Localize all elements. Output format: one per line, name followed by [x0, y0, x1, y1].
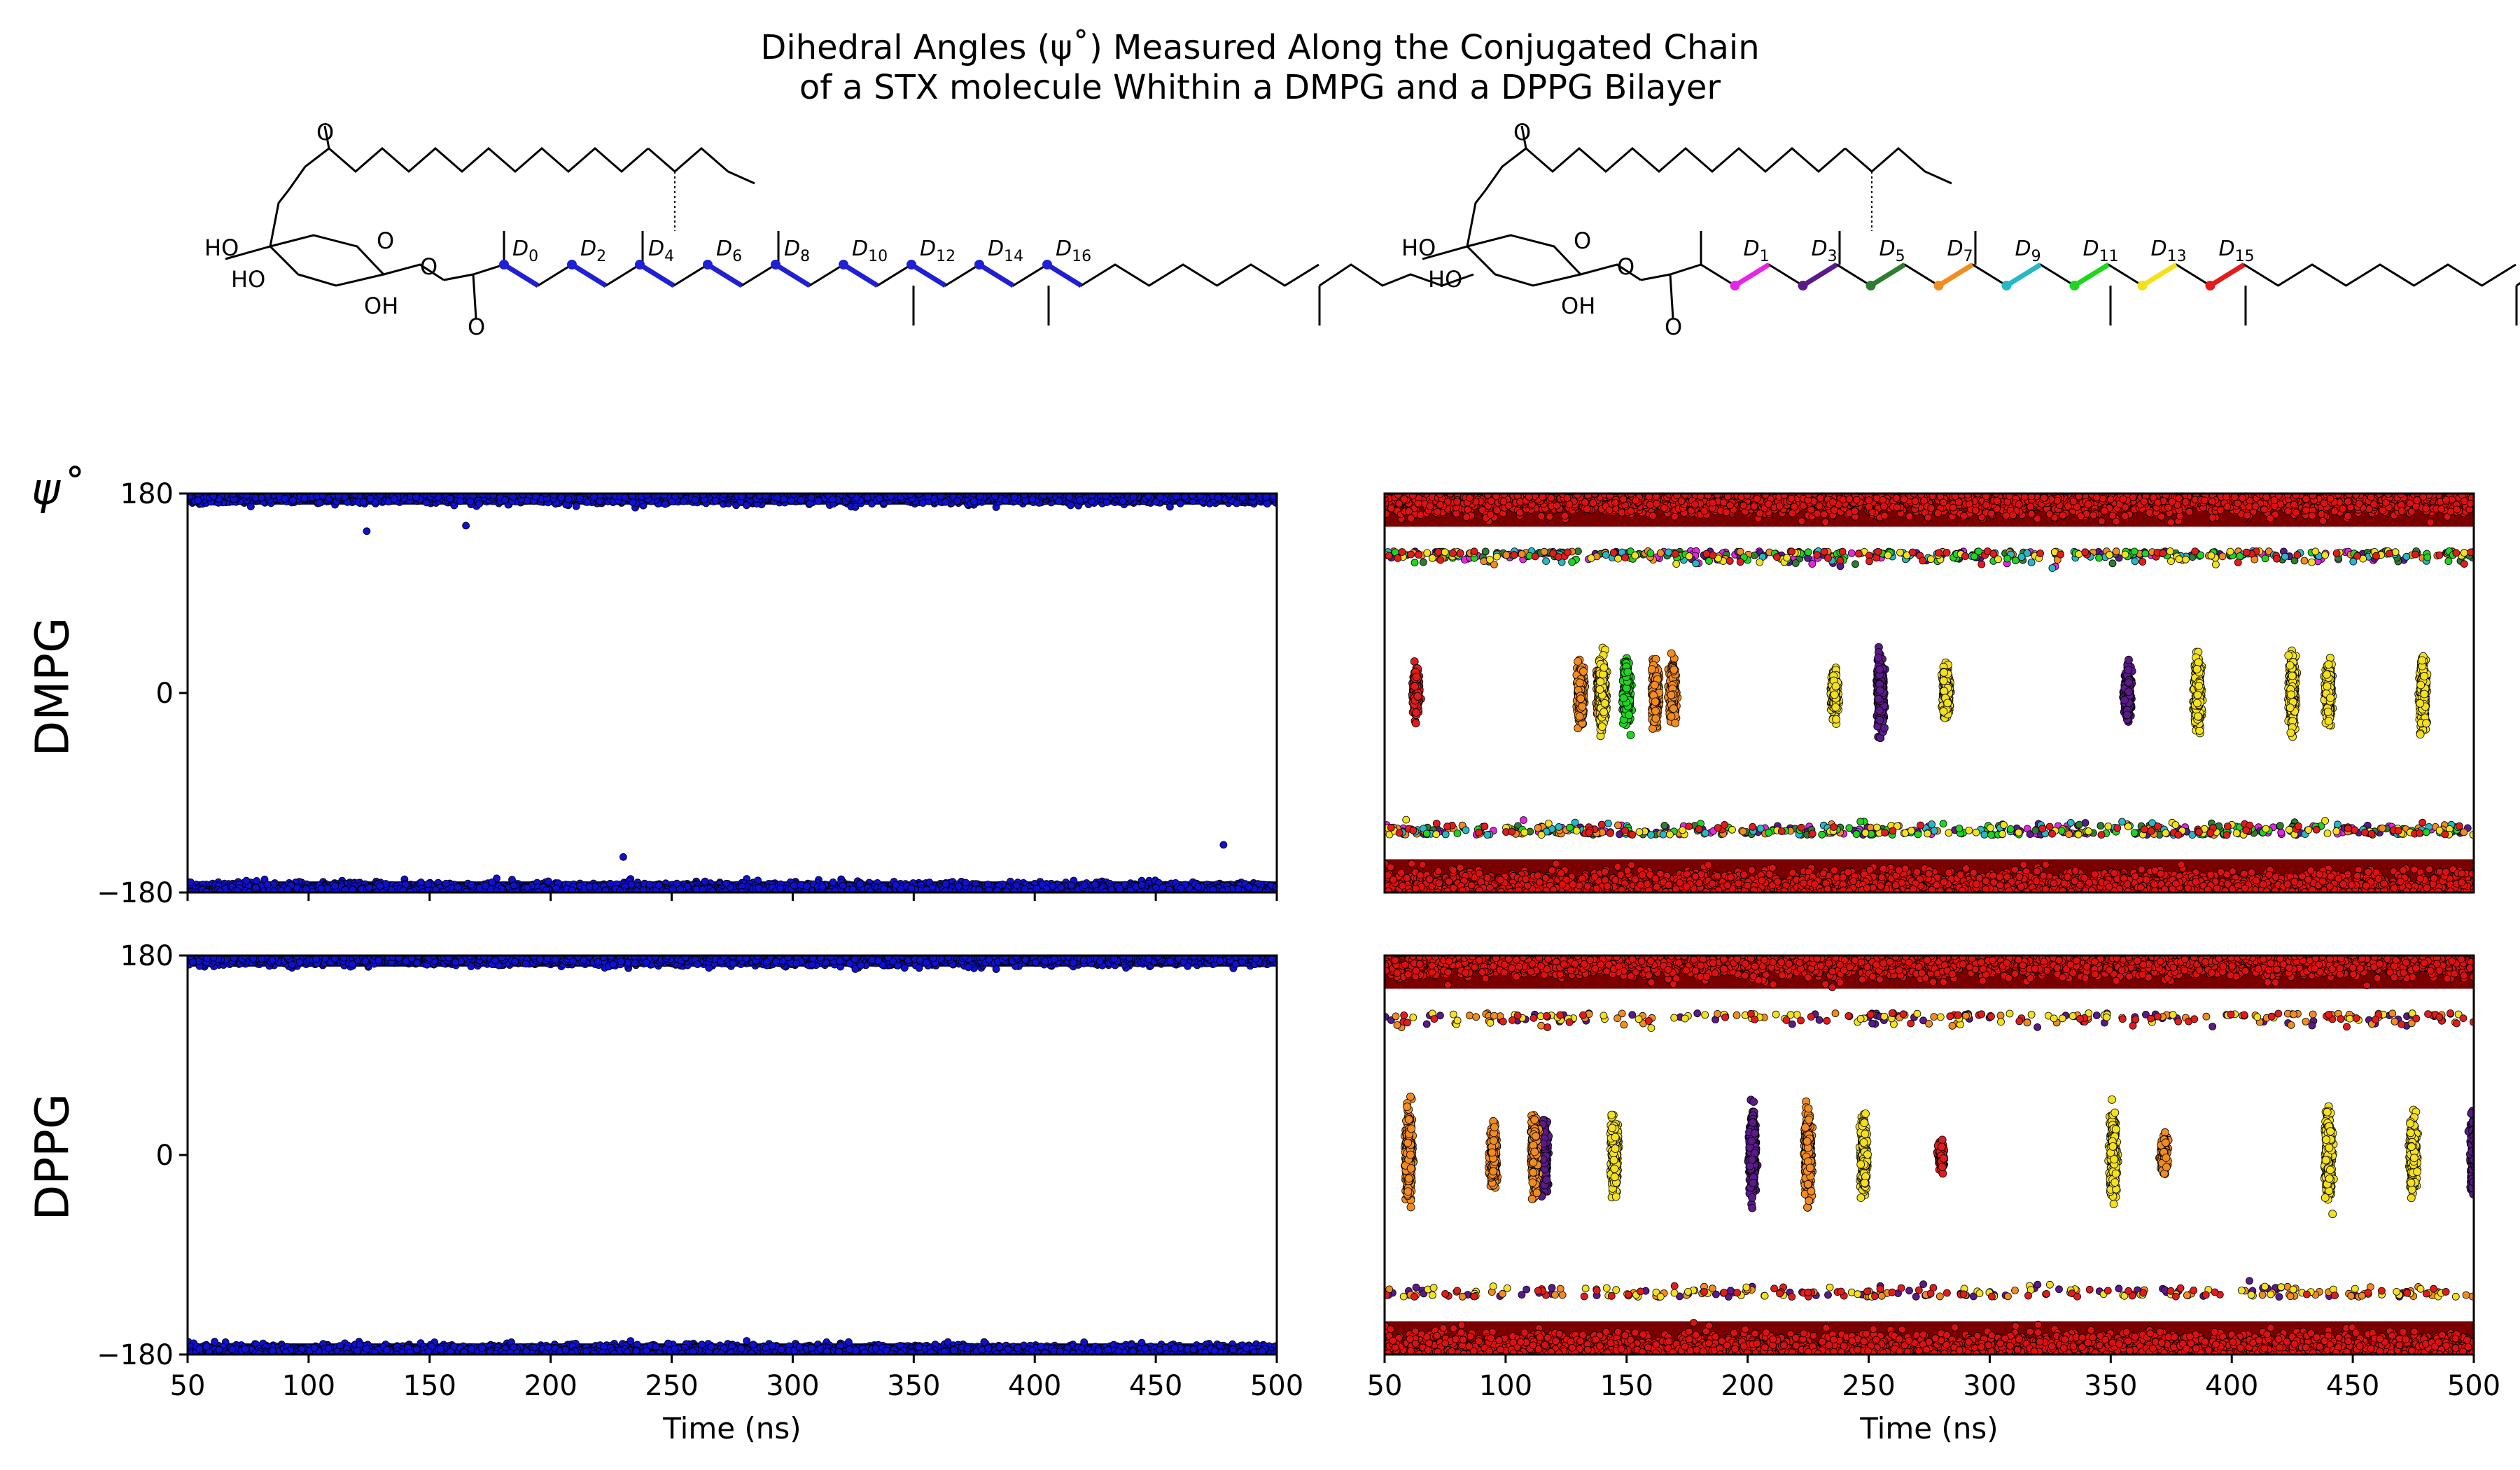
dihedral-label-D14: D14: [988, 237, 1023, 265]
dihedral-bond-D2: [572, 265, 606, 286]
atom-label-3: O: [1513, 119, 1531, 146]
atom-label-0: HO: [204, 234, 239, 261]
dihedral-label-D9: D9: [2015, 237, 2041, 265]
dihedral-atom-D16: [1042, 260, 1052, 270]
dihedral-label-D11: D11: [2083, 237, 2119, 265]
dihedral-label-D12: D12: [920, 237, 955, 265]
dihedral-atom-D12: [906, 260, 916, 270]
dihedral-atom-D14: [974, 260, 984, 270]
dihedral-atom-D8: [771, 260, 780, 270]
point-bottom: [701, 878, 708, 885]
atom-label-1: HO: [231, 266, 265, 293]
point-top: [852, 503, 859, 510]
dihedral-label-D16: D16: [1056, 237, 1091, 265]
dihedral-bond-D7: [1939, 265, 1973, 286]
dihedral-bond-D13: [2143, 265, 2177, 286]
atom-label-4: O: [1617, 253, 1634, 280]
ester-link: [288, 148, 329, 190]
dihedral-label-D4: D4: [648, 237, 674, 265]
dihedral-atom-D2: [567, 260, 577, 270]
atom-label-1: HO: [1428, 266, 1462, 293]
fatty-acid-chain: [1526, 148, 1845, 172]
dihedral-label-D3: D3: [1812, 237, 1837, 265]
ester-carbonyl-down: [1670, 274, 1673, 318]
chain-end: [1845, 148, 1952, 183]
dihedral-bond-D4: [640, 265, 674, 286]
dihedral-bond-D12: [911, 265, 946, 286]
dihedral-atom-D7: [1934, 281, 1944, 290]
panel-points-DMPG-even: [184, 490, 1280, 896]
atom-label-6: O: [1574, 227, 1591, 254]
dihedral-label-D1: D1: [1744, 237, 1770, 265]
atom-label-3: O: [316, 119, 334, 146]
atom-label-2: OH: [1561, 293, 1595, 319]
atom-label-2: OH: [364, 293, 398, 319]
dihedral-label-D8: D8: [784, 237, 810, 265]
chain-end: [648, 148, 755, 183]
dihedral-label-D7: D7: [1947, 237, 1973, 265]
dihedral-atom-D5: [1866, 281, 1876, 290]
atom-label-5: O: [468, 314, 485, 340]
dihedral-bond-D0: [504, 265, 538, 286]
fatty-acid-chain: [329, 148, 648, 172]
dihedral-bond-D16: [1047, 265, 1082, 286]
dihedral-bond-D11: [2075, 265, 2109, 286]
sugar-ch2o: [1467, 190, 1485, 246]
dihedral-bond-D9: [2007, 265, 2041, 286]
dihedral-atom-D13: [2138, 281, 2148, 290]
dihedral-label-D13: D13: [2151, 237, 2187, 265]
atom-label-6: O: [377, 227, 394, 254]
atom-label-0: HO: [1401, 234, 1436, 261]
dihedral-atom-D11: [2070, 281, 2080, 290]
dihedral-bond-D15: [2211, 265, 2245, 286]
dihedral-atom-D6: [703, 260, 713, 270]
dihedral-bond-D5: [1871, 265, 1905, 286]
dihedral-bond-D6: [708, 265, 742, 286]
dihedral-bond-D1: [1735, 265, 1770, 286]
ester-link: [1485, 148, 1526, 190]
dihedral-label-D6: D6: [716, 237, 742, 265]
dihedral-label-D5: D5: [1879, 237, 1905, 265]
dihedral-atom-D1: [1730, 281, 1740, 290]
dihedral-bond-D14: [979, 265, 1014, 286]
dihedral-atom-D3: [1798, 281, 1808, 290]
dihedral-label-D10: D10: [852, 237, 888, 265]
dihedral-label-D0: D0: [512, 237, 538, 265]
dihedral-label-D15: D15: [2219, 237, 2255, 265]
sugar-ch2o: [270, 190, 288, 246]
ester-carbonyl-down: [473, 274, 476, 318]
dihedral-atom-D0: [499, 260, 509, 270]
atom-label-4: O: [420, 253, 438, 280]
dihedral-bond-D10: [844, 265, 878, 286]
atom-label-5: O: [1665, 314, 1682, 340]
dihedral-bond-D8: [776, 265, 810, 286]
point-top: [316, 499, 323, 506]
dihedral-atom-D9: [2002, 281, 2012, 290]
prenyl-tail: [2516, 265, 2520, 286]
dihedral-label-D2: D2: [580, 237, 606, 265]
dihedral-atom-D10: [839, 260, 848, 270]
dihedral-atom-D15: [2206, 281, 2216, 290]
dihedral-bond-D3: [1803, 265, 1837, 286]
dihedral-atom-D4: [635, 260, 645, 270]
